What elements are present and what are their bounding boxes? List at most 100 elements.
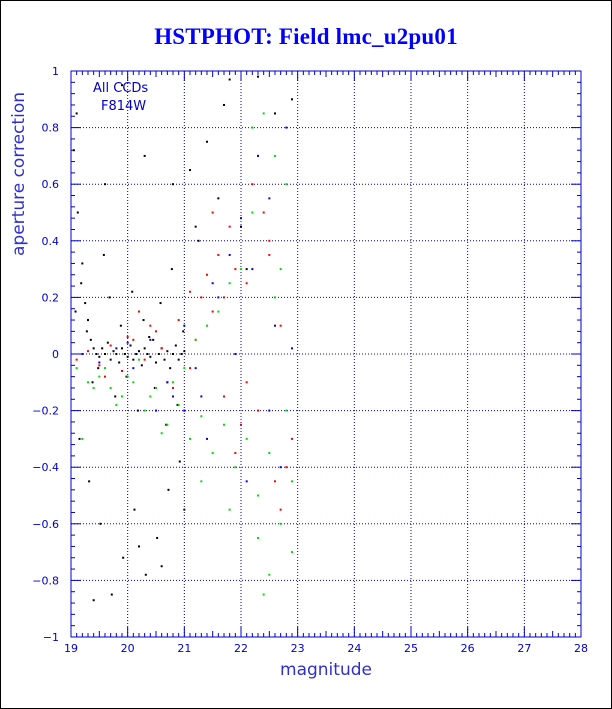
data-point [245,268,248,271]
data-point [104,353,106,355]
data-point [157,353,160,355]
data-point [102,253,105,256]
data-point [172,183,174,186]
data-point [97,367,100,370]
data-point [197,239,200,242]
data-point [136,409,139,412]
data-point [240,268,242,271]
data-point [262,211,265,214]
data-point [95,353,98,355]
data-point [291,480,293,483]
data-point [257,154,259,157]
data-point [274,154,276,157]
data-point [274,324,276,327]
data-point [228,282,231,285]
data-point [172,381,174,384]
x-tick-label: 23 [291,642,305,655]
x-tick-label: 26 [461,642,475,655]
data-point [206,273,208,276]
data-point [99,522,102,525]
y-tick-label: −0.2 [32,405,59,418]
data-point [234,268,237,271]
data-point [126,341,129,344]
data-point [167,488,170,491]
data-point [140,364,143,367]
data-point [115,353,118,355]
data-point [251,268,254,271]
y-tick-label: 0 [52,348,59,361]
data-point [176,403,179,406]
data-point [211,211,214,214]
y-tick-label: −0.4 [32,461,59,474]
x-tick-label: 24 [347,642,361,655]
data-point [183,409,186,412]
data-point [183,350,186,353]
data-point [177,319,180,322]
data-point [217,197,220,200]
data-point [146,353,149,355]
data-point [245,282,248,285]
data-point [228,225,231,228]
data-point [149,395,152,398]
data-point [177,358,180,361]
data-point [143,154,146,157]
data-point [155,361,157,364]
data-point [245,381,248,384]
data-point [143,347,146,350]
data-point [279,324,282,327]
x-tick-label: 27 [517,642,531,655]
data-point [110,593,113,596]
data-point [138,350,140,353]
data-point [285,466,288,469]
data-points [72,75,293,602]
data-point [101,347,104,350]
data-point [123,353,126,355]
data-point [285,126,288,129]
data-point [268,409,271,412]
y-tick-label: 0.2 [42,291,60,304]
data-point [223,103,225,106]
data-point [240,225,242,228]
data-point [234,452,237,455]
data-point [189,290,191,293]
data-point [98,375,101,378]
data-point [166,423,169,426]
data-point [75,358,78,361]
data-point [194,367,197,370]
data-point [87,319,89,322]
data-point [160,432,163,435]
data-point [257,494,259,497]
data-point [274,296,276,299]
data-point [115,403,118,406]
data-point [194,225,197,228]
data-point [228,508,231,511]
data-point [172,395,174,398]
data-point [149,324,152,327]
data-point [251,183,254,186]
data-point [92,347,95,350]
data-point [194,338,197,341]
x-tick-label: 28 [574,642,588,655]
data-point [268,197,271,200]
x-tick-label: 22 [234,642,248,655]
data-point [87,381,89,384]
data-point [228,78,231,81]
data-point [109,344,112,347]
data-point [87,350,89,353]
data-point [84,302,87,305]
data-point [109,386,112,389]
data-point [206,437,208,440]
data-point [257,409,259,412]
data-point [104,367,106,370]
data-point [240,423,242,426]
data-point [234,466,237,469]
grid-lines [71,71,581,637]
data-point [245,480,248,483]
data-point [240,217,242,220]
data-point [112,350,115,353]
data-point [75,367,78,370]
data-point [172,386,174,389]
data-point [131,290,134,293]
data-point [178,460,181,463]
